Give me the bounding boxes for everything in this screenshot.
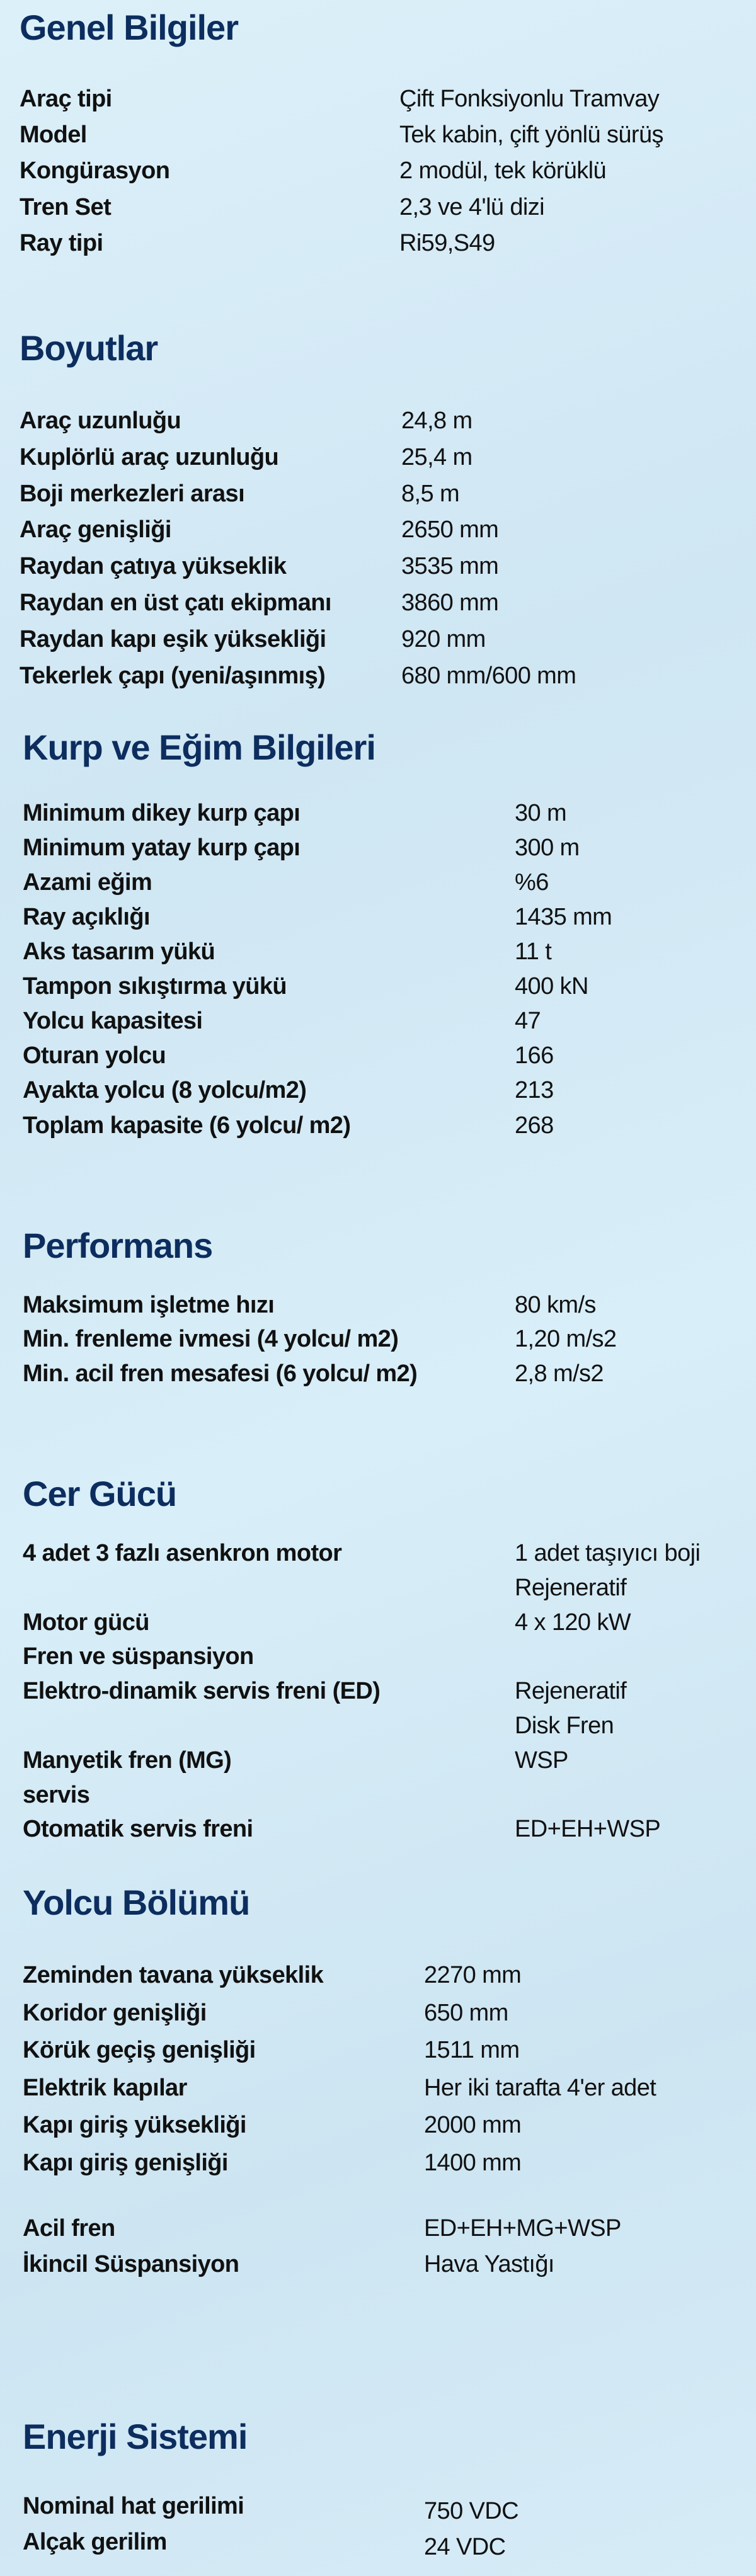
spec-value: 11 t (515, 938, 552, 965)
spec-label: Elektrik kapılar (23, 2075, 187, 2101)
spec-value: 268 (515, 1112, 554, 1139)
spec-value: 1400 mm (424, 2150, 522, 2176)
spec-value: 300 m (515, 835, 580, 861)
spec-label: Ayakta yolcu (8 yolcu/m2) (23, 1077, 307, 1103)
spec-value: Rejeneratif (515, 1575, 627, 1601)
spec-value: Disk Fren (515, 1713, 614, 1739)
spec-value: 25,4 m (401, 444, 472, 470)
spec-label: Kapı giriş genişliği (23, 2150, 228, 2176)
spec-value: 1 adet taşıyıcı boji (515, 1540, 701, 1566)
spec-value: 24,8 m (401, 407, 472, 434)
spec-label: Aks tasarım yükü (23, 938, 215, 965)
spec-label: Raydan kapı eşik yüksekliği (20, 626, 326, 653)
spec-value: 3860 mm (401, 590, 499, 616)
spec-value: 30 m (515, 800, 567, 826)
spec-label: Acil fren (23, 2215, 115, 2242)
spec-value: 680 mm/600 mm (401, 663, 576, 689)
spec-label: Kuplörlü araç uzunluğu (20, 444, 279, 470)
spec-value: Çift Fonksiyonlu Tramvay (399, 86, 660, 112)
spec-label: Min. acil fren mesafesi (6 yolcu/ m2) (23, 1360, 418, 1387)
spec-label: Oturan yolcu (23, 1042, 166, 1069)
spec-value: Rejeneratif (515, 1678, 627, 1704)
spec-label: Model (20, 122, 87, 148)
spec-value: ED+EH+MG+WSP (424, 2215, 621, 2242)
spec-label: İkincil Süspansiyon (23, 2251, 239, 2277)
section-title: Genel Bilgiler (20, 8, 239, 47)
spec-value: 3535 mm (401, 553, 499, 579)
spec-value: 4 x 120 kW (515, 1609, 631, 1636)
spec-value: 8,5 m (401, 481, 460, 507)
spec-value: 2000 mm (424, 2112, 522, 2138)
spec-value: ED+EH+WSP (515, 1816, 661, 1842)
spec-label: Ray açıklığı (23, 904, 151, 930)
spec-value: 2650 mm (401, 516, 499, 543)
spec-value: 213 (515, 1077, 554, 1103)
spec-label: Tampon sıkıştırma yükü (23, 973, 287, 1000)
spec-value: 80 km/s (515, 1292, 596, 1318)
spec-value: Ri59,S49 (399, 230, 495, 256)
spec-value: Hava Yastığı (424, 2251, 554, 2277)
spec-label: Minimum yatay kurp çapı (23, 835, 301, 861)
spec-label: Manyetik fren (MG) (23, 1747, 232, 1774)
spec-label: Araç tipi (20, 86, 112, 112)
spec-label: Araç uzunluğu (20, 407, 181, 434)
spec-label: Motor gücü (23, 1609, 149, 1636)
spec-value: 2270 mm (424, 1962, 522, 1988)
spec-value: 2,8 m/s2 (515, 1360, 604, 1387)
spec-label: Körük geçiş genişliği (23, 2037, 256, 2063)
spec-label: Alçak gerilim (23, 2529, 167, 2555)
spec-label: Zeminden tavana yükseklik (23, 1962, 324, 1988)
spec-label: Minimum dikey kurp çapı (23, 800, 301, 826)
spec-label: Raydan en üst çatı ekipmanı (20, 590, 331, 616)
section-title: Yolcu Bölümü (23, 1883, 250, 1922)
spec-value: 650 mm (424, 2000, 508, 2026)
section-title: Enerji Sistemi (23, 2417, 248, 2456)
spec-label: Toplam kapasite (6 yolcu/ m2) (23, 1112, 351, 1139)
spec-value: %6 (515, 869, 549, 896)
spec-value: Her iki tarafta 4'er adet (424, 2075, 656, 2101)
section-title: Performans (23, 1226, 213, 1265)
spec-label: Elektro-dinamik servis freni (ED) (23, 1678, 381, 1704)
spec-label: Araç genişliği (20, 516, 171, 543)
spec-value: 400 kN (515, 973, 588, 1000)
spec-value: 920 mm (401, 626, 486, 653)
section-title: Cer Gücü (23, 1474, 177, 1513)
spec-label: Tekerlek çapı (yeni/aşınmış) (20, 663, 326, 689)
spec-label: Ray tipi (20, 230, 103, 256)
spec-label: Azami eğim (23, 869, 152, 896)
spec-label: servis (23, 1782, 90, 1808)
spec-value: 24 VDC (424, 2534, 506, 2560)
spec-value: 1435 mm (515, 904, 612, 930)
spec-value: Tek kabin, çift yönlü sürüş (399, 122, 663, 148)
spec-label: Otomatik servis freni (23, 1816, 253, 1842)
spec-value: 1511 mm (424, 2037, 520, 2063)
spec-label: Koridor genişliği (23, 2000, 207, 2026)
spec-label: Min. frenleme ivmesi (4 yolcu/ m2) (23, 1326, 399, 1352)
spec-label: Boji merkezleri arası (20, 481, 245, 507)
spec-value: WSP (515, 1747, 568, 1774)
section-title: Boyutlar (20, 328, 158, 368)
spec-label: Raydan çatıya yükseklik (20, 553, 287, 579)
spec-label: Fren ve süspansiyon (23, 1643, 254, 1670)
spec-value: 750 VDC (424, 2498, 519, 2524)
spec-label: Tren Set (20, 194, 112, 220)
spec-value: 2,3 ve 4'lü dizi (399, 194, 545, 220)
spec-label: Maksimum işletme hızı (23, 1292, 275, 1318)
spec-label: Kapı giriş yüksekliği (23, 2112, 246, 2138)
spec-label: Yolcu kapasitesi (23, 1008, 203, 1034)
spec-label: Nominal hat gerilimi (23, 2493, 244, 2519)
section-title: Kurp ve Eğim Bilgileri (23, 727, 376, 767)
spec-value: 2 modül, tek körüklü (399, 157, 607, 184)
spec-label: 4 adet 3 fazlı asenkron motor (23, 1540, 342, 1566)
spec-label: Kongürasyon (20, 157, 170, 184)
spec-value: 166 (515, 1042, 554, 1069)
spec-value: 47 (515, 1008, 541, 1034)
spec-value: 1,20 m/s2 (515, 1326, 617, 1352)
